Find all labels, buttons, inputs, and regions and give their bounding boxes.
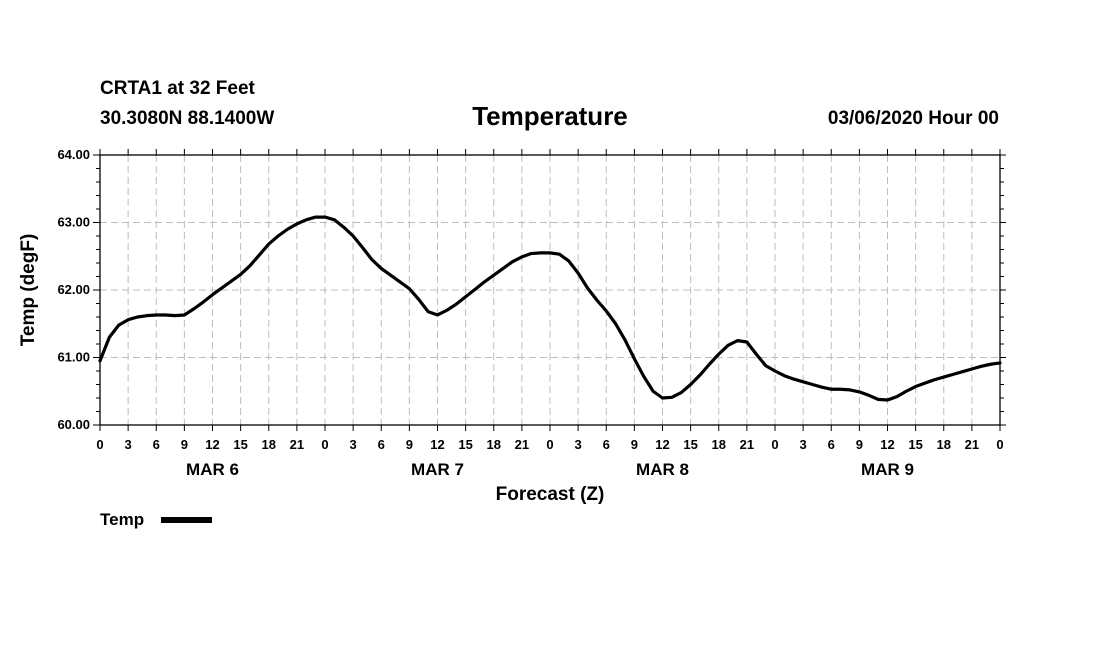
y-tick-label: 60.00 bbox=[57, 417, 90, 432]
x-tick-label: 6 bbox=[153, 437, 160, 452]
date-label: MAR 7 bbox=[411, 460, 464, 479]
legend-label: Temp bbox=[100, 510, 144, 529]
x-axis-label: Forecast (Z) bbox=[496, 484, 605, 505]
x-axis-ticks: 0 3 6 9 12 15 18 21 0 3 6 9 12 15 18 21 0 3 6 9 12 15 18 21 0 3 6 9… bbox=[96, 149, 1004, 452]
x-tick-label: 3 bbox=[350, 437, 357, 452]
date-labels: MAR 6 MAR 7 MAR 8 MAR 9 bbox=[186, 460, 914, 479]
x-tick-label: 6 bbox=[828, 437, 835, 452]
x-tick-label: 21 bbox=[290, 437, 304, 452]
x-tick-label: 21 bbox=[965, 437, 979, 452]
plot-frame bbox=[99, 154, 1001, 426]
gridlines bbox=[100, 155, 1000, 425]
date-label: MAR 8 bbox=[636, 460, 689, 479]
x-tick-label: 0 bbox=[996, 437, 1003, 452]
x-tick-label: 6 bbox=[603, 437, 610, 452]
x-tick-label: 6 bbox=[378, 437, 385, 452]
x-tick-label: 3 bbox=[575, 437, 582, 452]
x-tick-label: 9 bbox=[631, 437, 638, 452]
x-tick-label: 18 bbox=[487, 437, 501, 452]
y-tick-label: 63.00 bbox=[57, 215, 90, 230]
location-label: 30.3080N 88.1400W bbox=[100, 108, 274, 129]
x-tick-label: 21 bbox=[515, 437, 529, 452]
x-tick-label: 3 bbox=[800, 437, 807, 452]
chart-title: Temperature bbox=[472, 101, 628, 131]
x-tick-label: 21 bbox=[740, 437, 754, 452]
y-tick-label: 64.00 bbox=[57, 147, 90, 162]
y-axis-ticks: 60.00 61.00 62.00 63.00 64.00 bbox=[57, 147, 1006, 432]
x-tick-label: 9 bbox=[856, 437, 863, 452]
x-tick-label: 0 bbox=[96, 437, 103, 452]
x-tick-label: 15 bbox=[233, 437, 247, 452]
x-tick-label: 18 bbox=[937, 437, 951, 452]
legend: Temp bbox=[100, 510, 212, 529]
y-tick-label: 61.00 bbox=[57, 350, 90, 365]
x-tick-label: 12 bbox=[430, 437, 444, 452]
x-tick-label: 0 bbox=[771, 437, 778, 452]
temp-series-line bbox=[98, 215, 1002, 402]
x-tick-label: 9 bbox=[406, 437, 413, 452]
y-tick-label: 62.00 bbox=[57, 282, 90, 297]
x-tick-label: 15 bbox=[458, 437, 472, 452]
station-label: CRTA1 at 32 Feet bbox=[100, 78, 256, 99]
x-tick-label: 15 bbox=[908, 437, 922, 452]
x-tick-label: 0 bbox=[321, 437, 328, 452]
x-tick-label: 18 bbox=[262, 437, 276, 452]
x-tick-label: 12 bbox=[205, 437, 219, 452]
x-tick-label: 3 bbox=[125, 437, 132, 452]
x-tick-label: 18 bbox=[712, 437, 726, 452]
y-axis-label: Temp (degF) bbox=[18, 234, 39, 347]
x-tick-label: 15 bbox=[683, 437, 697, 452]
date-label: MAR 9 bbox=[861, 460, 914, 479]
x-tick-label: 9 bbox=[181, 437, 188, 452]
x-tick-label: 12 bbox=[655, 437, 669, 452]
date-label: MAR 6 bbox=[186, 460, 239, 479]
x-tick-label: 0 bbox=[546, 437, 553, 452]
forecast-datetime: 03/06/2020 Hour 00 bbox=[828, 108, 999, 129]
x-tick-label: 12 bbox=[880, 437, 894, 452]
